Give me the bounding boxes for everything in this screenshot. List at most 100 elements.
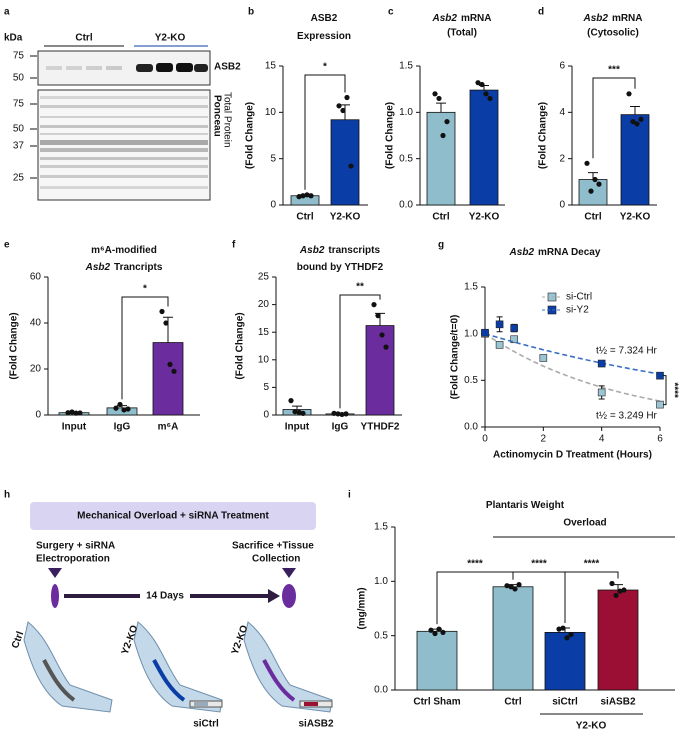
y-tick-label: 1.5 <box>464 282 478 293</box>
y-tick-label: 0 <box>559 200 565 211</box>
treatment-label: siCtrl <box>193 719 219 730</box>
duration-label: 14 Days <box>146 591 184 602</box>
bar <box>469 89 499 206</box>
panel-letter: b <box>248 7 254 18</box>
data-point <box>65 410 71 416</box>
x-tick-label: Y2-KO <box>330 212 361 223</box>
data-point <box>444 119 450 125</box>
chart-title: Asb2 mRNA <box>582 13 642 24</box>
data-point <box>379 332 385 338</box>
title-part: Asb2 <box>431 13 457 24</box>
chart-subtitle: (Cytosolic) <box>587 28 639 39</box>
bar <box>544 632 586 691</box>
bar <box>492 586 534 691</box>
data-point <box>626 91 632 97</box>
y-tick-label: 2 <box>559 153 565 164</box>
chart-title: Expression <box>297 31 351 42</box>
data-point <box>617 588 623 594</box>
significance-label: **** <box>584 559 600 570</box>
title-part: Asb2 <box>582 13 608 24</box>
y-tick-label: 0.5 <box>464 375 478 386</box>
bar <box>426 111 456 206</box>
data-point <box>296 194 302 200</box>
y-tick-label: 0 <box>263 410 269 421</box>
group-label: Y2-KO <box>155 33 186 44</box>
x-tick-label: Ctrl <box>504 697 521 708</box>
x-axis-label: Actinomycin D Treatment (Hours) <box>493 450 652 461</box>
y-tick-label: 10 <box>258 354 270 365</box>
data-point <box>495 320 504 329</box>
significance-label: * <box>323 62 327 73</box>
panel-letter: f <box>232 240 236 251</box>
ladder-label: 50 <box>13 124 25 135</box>
y-tick-label: 0.0 <box>374 685 388 696</box>
x-tick-label: 6 <box>657 434 663 445</box>
x-tick-label: Ctrl Sham <box>413 697 460 708</box>
significance-label: ** <box>356 282 364 293</box>
y-tick-label: 5 <box>270 153 276 164</box>
data-point <box>339 411 345 418</box>
legend-label: si-Ctrl <box>566 292 592 303</box>
data-point <box>121 407 127 413</box>
bar <box>152 342 184 416</box>
data-point <box>510 324 518 332</box>
data-point <box>481 328 489 337</box>
y-tick-label: 4 <box>559 107 565 118</box>
data-point <box>634 121 640 127</box>
chart-title: Asb2 transcripts <box>299 245 381 256</box>
x-tick-label: m⁶A <box>158 422 179 433</box>
significance-bracket <box>592 77 636 159</box>
data-point <box>73 410 79 416</box>
data-point <box>564 635 570 641</box>
data-point <box>375 313 381 319</box>
data-point <box>167 361 173 367</box>
data-point <box>510 335 518 344</box>
data-point <box>428 627 434 633</box>
end-label: Collection <box>252 554 300 565</box>
y-tick-label: 0 <box>35 410 41 421</box>
x-tick-label: Y2-KO <box>469 212 500 223</box>
x-tick-label: siASB2 <box>600 697 635 708</box>
title-part: mRNA Decay <box>538 247 601 258</box>
data-point <box>292 409 298 415</box>
data-point <box>584 160 590 166</box>
data-point <box>556 626 562 632</box>
data-point <box>344 94 350 101</box>
data-point <box>609 580 615 587</box>
y-tick-label: 5 <box>263 382 269 393</box>
data-point <box>171 368 177 374</box>
group-label: Y2-KO <box>576 721 607 732</box>
x-tick-label: siCtrl <box>552 697 578 708</box>
y-tick-label: 1.5 <box>374 522 388 533</box>
data-point <box>560 625 566 631</box>
data-point <box>288 398 294 404</box>
title-part: bound by YTHDF2 <box>297 262 384 273</box>
data-point <box>300 410 306 416</box>
data-point <box>440 629 446 636</box>
bar <box>578 179 608 206</box>
title-part: Asb2 <box>85 262 111 273</box>
significance-bracket <box>663 375 667 406</box>
x-tick-label: IgG <box>114 422 131 433</box>
half-life-label: t½ = 7.324 Hr <box>596 346 658 357</box>
chart-subtitle: (Total) <box>447 28 477 39</box>
panel-letter: e <box>4 240 10 251</box>
data-point <box>436 626 442 632</box>
error-bar <box>340 104 350 120</box>
bar <box>620 114 650 206</box>
stain-note: Total Protein <box>221 92 232 148</box>
chart-title: Asb2 Trancripts <box>85 262 163 273</box>
title-part: transcripts <box>328 245 380 256</box>
title-part: Asb2 <box>299 245 325 256</box>
panel-letter: g <box>438 240 444 251</box>
y-tick-label: 6 <box>559 61 565 72</box>
timeline-arrow <box>268 589 280 603</box>
data-point <box>69 409 75 415</box>
x-tick-label: 4 <box>599 434 605 445</box>
fit-curve <box>484 333 661 402</box>
bar <box>597 589 639 691</box>
title-part: mRNA <box>612 13 643 24</box>
panel-letter: i <box>348 490 351 501</box>
data-point <box>495 341 504 349</box>
